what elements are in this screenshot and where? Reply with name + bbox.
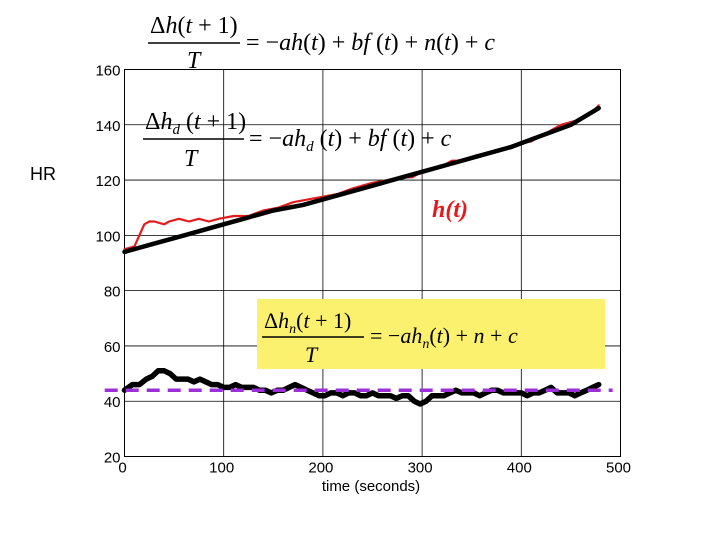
x-tick-label: 0 <box>118 460 126 477</box>
series-line-2 <box>122 105 601 255</box>
y-tick-label: 120 <box>95 173 120 190</box>
svg-text:= −ahn(t) + n + c: = −ahn(t) + n + c <box>370 323 518 352</box>
y-tick-labels: 20 40 60 80 100 120 140 160 <box>95 63 120 467</box>
x-tick-label: 100 <box>209 460 234 477</box>
equation-mid: Δhd (t + 1) T = −ahd (t) + bf (t) + c <box>143 109 452 172</box>
svg-text:Δh(t + 1): Δh(t + 1) <box>150 13 238 39</box>
svg-text:T: T <box>305 342 319 367</box>
svg-text:Δhn(t + 1): Δhn(t + 1) <box>264 308 351 337</box>
x-tick-label: 400 <box>507 460 532 477</box>
y-tick-label: 20 <box>104 450 121 467</box>
series-line-3 <box>121 368 602 407</box>
y-tick-label: 100 <box>95 228 120 245</box>
y-tick-label: 160 <box>95 63 120 80</box>
x-tick-label: 500 <box>606 460 631 477</box>
svg-text:T: T <box>184 146 199 172</box>
x-axis-label: time (seconds) <box>322 478 420 495</box>
equation-top: Δh(t + 1) T = −ah(t) + bf (t) + n(t) + c <box>148 13 495 74</box>
series-layer <box>104 104 613 407</box>
ht-annotation: h(t) <box>432 197 468 223</box>
equation-box-text: Δhn(t + 1) T = −ahn(t) + n + c <box>262 308 518 367</box>
x-tick-label: 200 <box>308 460 333 477</box>
x-tick-label: 300 <box>408 460 433 477</box>
y-tick-label: 80 <box>104 284 121 301</box>
y-axis-label: HR <box>30 164 56 184</box>
y-tick-label: 40 <box>104 394 121 411</box>
x-tick-labels: 0 100 200 300 400 500 <box>118 460 631 477</box>
svg-text:T: T <box>187 48 202 74</box>
y-tick-label: 60 <box>104 339 121 356</box>
svg-text:Δhd (t + 1): Δhd (t + 1) <box>145 109 246 138</box>
svg-text:= −ahd (t) + bf (t) + c: = −ahd (t) + bf (t) + c <box>249 126 452 155</box>
svg-text:= −ah(t) + bf (t) + n(t) + c: = −ah(t) + bf (t) + n(t) + c <box>246 30 495 56</box>
y-tick-label: 140 <box>95 118 120 135</box>
equation-box <box>257 299 605 369</box>
